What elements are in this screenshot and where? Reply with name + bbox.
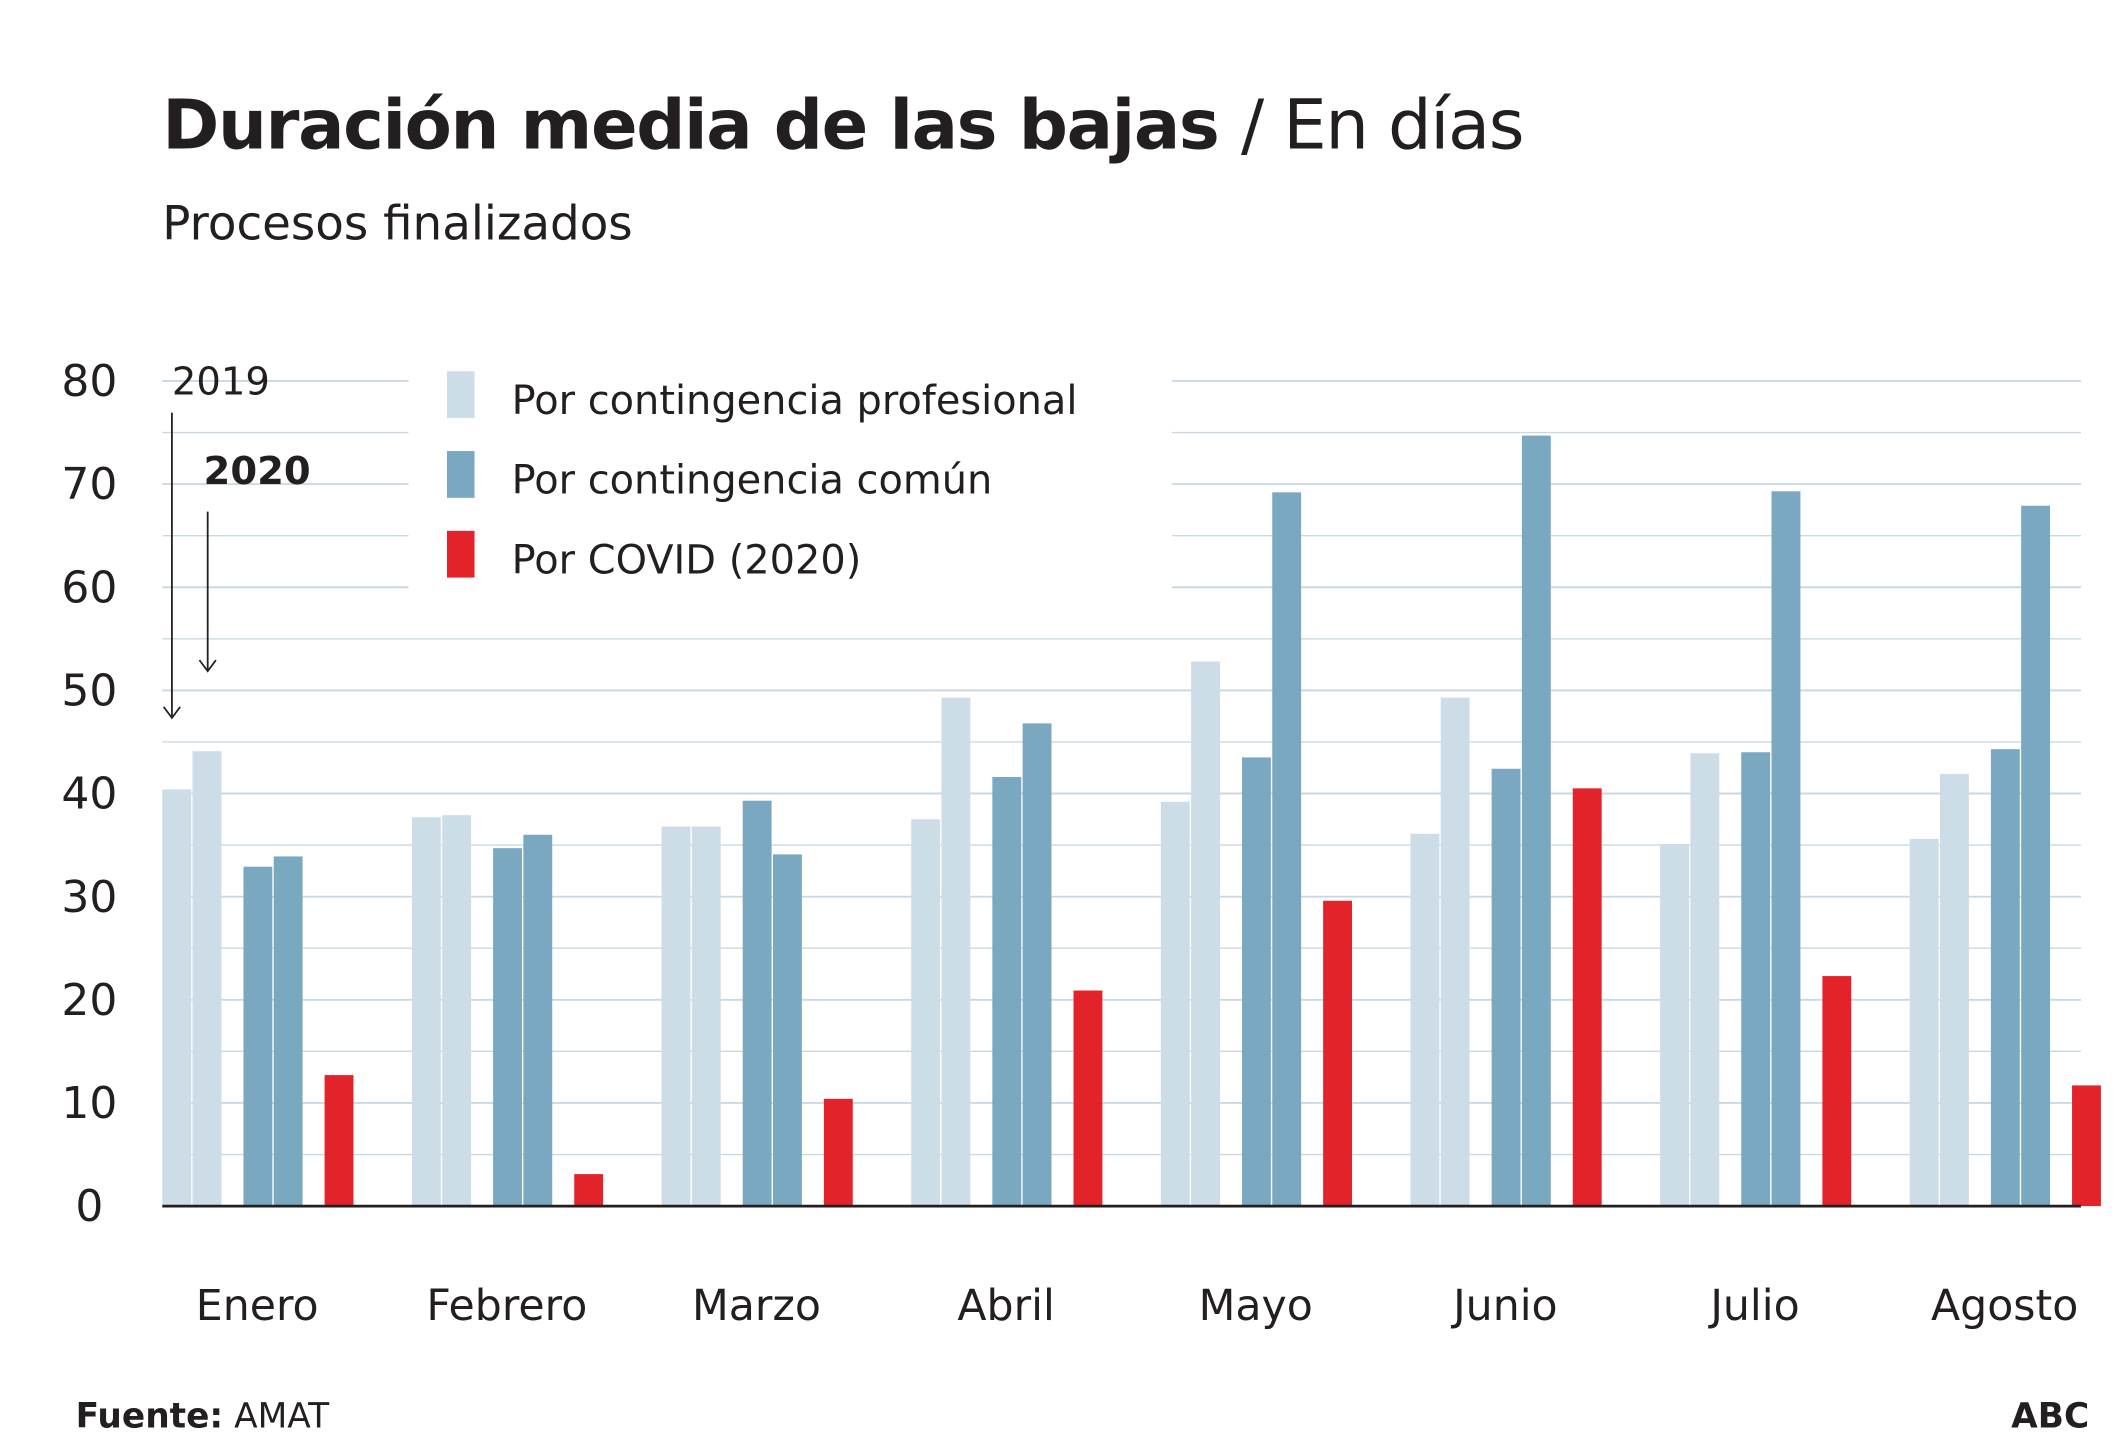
bar-julio-series-2: [1741, 752, 1771, 1207]
bar-junio-series-3: [1521, 435, 1551, 1207]
bar-agosto-series-1: [1940, 773, 1969, 1207]
bar-julio-series-0: [1660, 844, 1689, 1207]
bar-marzo-series-3: [772, 854, 802, 1207]
bar-marzo-series-2: [742, 800, 772, 1207]
year-annotations: 2019 2020: [162, 360, 311, 720]
legend-label-profesional: Por contingencia profesional: [512, 378, 1078, 424]
bar-febrero-series-1: [442, 815, 472, 1207]
y-tick-label: 40: [61, 769, 117, 820]
bar-mayo-series-1: [1191, 661, 1220, 1207]
bar-enero-series-0: [162, 789, 192, 1207]
bar-febrero-series-3: [523, 834, 553, 1207]
y-tick-label: 30: [61, 872, 117, 923]
bar-agosto-series-2: [1990, 749, 2020, 1207]
bar-mayo-series-0: [1160, 801, 1190, 1207]
bar-febrero-series-0: [411, 817, 441, 1207]
bar-agosto-series-0: [1909, 838, 1939, 1207]
x-tick-label: Agosto: [1931, 1281, 2078, 1331]
x-axis-labels: Enero Febrero Marzo Abril Mayo Junio Julio Agos…: [196, 1281, 2079, 1331]
legend-background: [408, 360, 1172, 589]
bar-abril-series-2: [992, 777, 1022, 1207]
bar-enero-series-1: [192, 751, 222, 1207]
bar-junio-series-0: [1410, 833, 1440, 1207]
bar-marzo-series-4: [823, 1098, 853, 1207]
bar-mayo-series-2: [1241, 757, 1271, 1207]
y-tick-label: 50: [61, 665, 117, 716]
x-tick-label: Junio: [1450, 1281, 1558, 1331]
bar-marzo-series-1: [691, 826, 721, 1207]
bar-julio-series-3: [1771, 491, 1801, 1207]
legend-swatch-covid: [447, 530, 475, 578]
bar-abril-series-3: [1022, 723, 1052, 1207]
bar-abril-series-0: [911, 819, 941, 1207]
y-axis-ticks: 0 10 20 30 40 50 60 70 80: [61, 356, 117, 1232]
y-tick-label: 80: [61, 356, 117, 407]
bar-febrero-series-4: [574, 1174, 604, 1207]
bar-febrero-series-2: [493, 848, 522, 1207]
y-tick-label: 10: [61, 1078, 117, 1129]
x-tick-label: Abril: [957, 1281, 1054, 1331]
x-tick-label: Marzo: [692, 1281, 821, 1331]
legend-swatch-comun: [447, 451, 475, 498]
arrow-head-2019: [162, 706, 181, 720]
bar-junio-series-4: [1572, 788, 1602, 1207]
x-tick-label: Julio: [1707, 1281, 1799, 1331]
legend-label-covid: Por COVID (2020): [512, 537, 862, 583]
legend-label-comun: Por contingencia común: [512, 458, 993, 504]
chart-subtitle: Procesos finalizados: [162, 197, 632, 251]
annotation-2020: 2020: [204, 449, 311, 494]
brand-logo: ABC: [2011, 1396, 2089, 1436]
bar-marzo-series-0: [661, 826, 691, 1207]
y-tick-label: 70: [61, 459, 117, 510]
bar-junio-series-2: [1491, 768, 1521, 1207]
x-tick-label: Mayo: [1199, 1281, 1313, 1331]
source: Fuente: AMAT: [76, 1396, 331, 1436]
legend: Por contingencia profesional Por conting…: [408, 360, 1172, 589]
bar-mayo-series-4: [1323, 900, 1353, 1207]
bar-enero-series-3: [273, 856, 303, 1207]
bar-abril-series-4: [1073, 990, 1103, 1207]
bar-mayo-series-3: [1272, 492, 1302, 1207]
bar-enero-series-4: [324, 1075, 354, 1207]
bar-enero-series-2: [243, 866, 273, 1207]
y-tick-label: 60: [61, 562, 117, 613]
bar-julio-series-1: [1690, 753, 1720, 1207]
annotation-2019: 2019: [172, 360, 270, 405]
bar-abril-series-1: [941, 697, 971, 1207]
bar-agosto-series-4: [2072, 1085, 2101, 1207]
bar-julio-series-4: [1822, 976, 1852, 1207]
bar-junio-series-1: [1440, 697, 1470, 1207]
y-tick-label: 0: [75, 1181, 103, 1232]
y-tick-label: 20: [61, 975, 117, 1026]
bars: [162, 435, 2101, 1207]
arrow-head-2020: [198, 659, 217, 673]
chart-title: Duración media de las bajas / En días: [162, 86, 1523, 166]
x-tick-label: Enero: [196, 1281, 319, 1331]
bar-agosto-series-3: [2021, 505, 2051, 1207]
legend-swatch-profesional: [447, 371, 475, 419]
x-tick-label: Febrero: [426, 1281, 587, 1331]
